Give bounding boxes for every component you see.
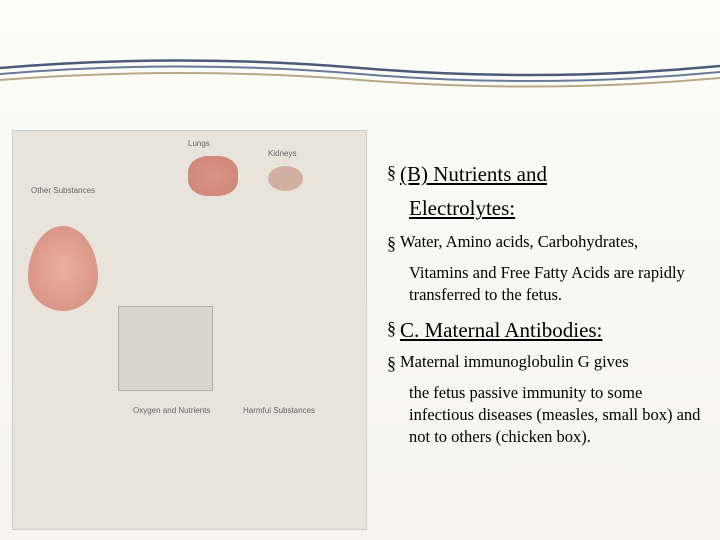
- heading-c: C. Maternal Antibodies:: [400, 316, 602, 344]
- swirl-icon: §: [387, 316, 396, 341]
- swirl-icon: §: [387, 231, 396, 256]
- heading-b: (B) Nutrients and: [400, 160, 547, 188]
- label-harmful: Harmful Substances: [243, 406, 315, 415]
- body-b-rest: Vitamins and Free Fatty Acids are rapidl…: [409, 262, 702, 307]
- label-oxygen: Oxygen and Nutrients: [133, 406, 210, 415]
- swirl-icon: §: [387, 351, 396, 376]
- body-b-row: § Water, Amino acids, Carbohydrates,: [387, 231, 702, 256]
- label-kidneys: Kidneys: [268, 149, 296, 158]
- diagram-panel: Lungs Kidneys Other Substances Oxygen an…: [12, 130, 367, 530]
- heading-c-row: § C. Maternal Antibodies:: [387, 316, 702, 344]
- heading-b-row: § (B) Nutrients and: [387, 160, 702, 188]
- body-c-row: § Maternal immunoglobulin G gives: [387, 351, 702, 376]
- body-b-first: Water, Amino acids, Carbohydrates,: [400, 231, 638, 253]
- body-c-first: Maternal immunoglobulin G gives: [400, 351, 629, 373]
- label-other: Other Substances: [31, 186, 95, 195]
- lungs-shape: [188, 156, 238, 196]
- fetus-shape: [28, 226, 98, 311]
- tissue-shape: [118, 306, 213, 391]
- swirl-icon: §: [387, 160, 396, 185]
- label-lungs: Lungs: [188, 139, 210, 148]
- heading-b-cont: Electrolytes:: [409, 194, 702, 222]
- body-c-rest: the fetus passive immunity to some infec…: [409, 382, 702, 449]
- text-panel: § (B) Nutrients and Electrolytes: § Wate…: [387, 130, 702, 530]
- placenta-diagram: Lungs Kidneys Other Substances Oxygen an…: [13, 131, 366, 529]
- kidneys-shape: [268, 166, 303, 191]
- content-wrap: Lungs Kidneys Other Substances Oxygen an…: [12, 130, 702, 530]
- wave-decoration: [0, 48, 720, 98]
